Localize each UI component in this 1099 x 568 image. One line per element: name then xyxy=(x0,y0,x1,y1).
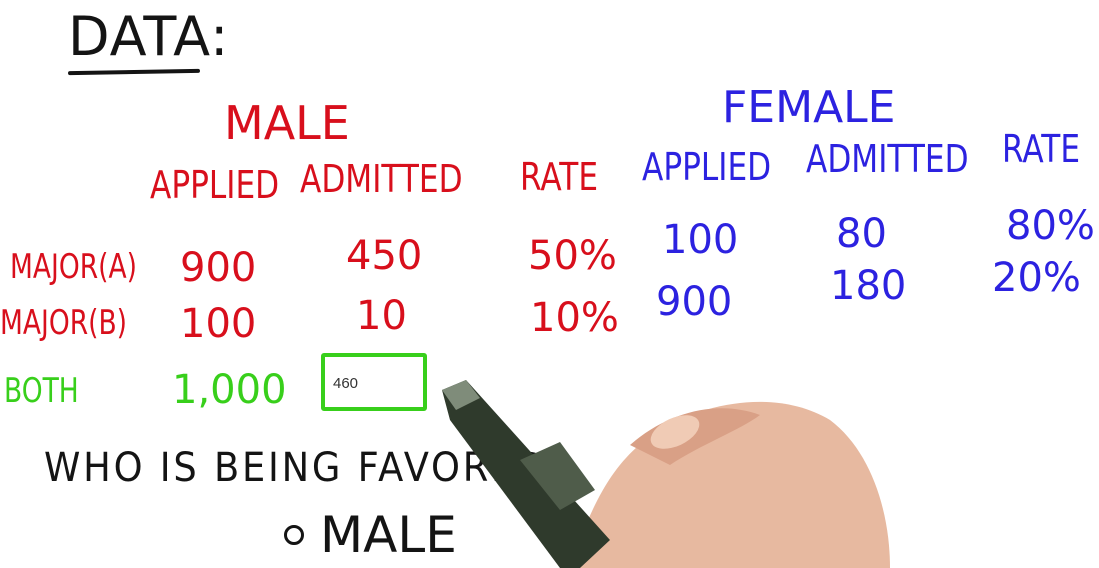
both-admitted-answer-box[interactable] xyxy=(321,353,427,411)
male-a-applied: 900 xyxy=(180,245,257,291)
female-rate-header: RATE xyxy=(1002,127,1081,171)
female-applied-header: APPLIED xyxy=(642,145,772,189)
row-label-both: BOTH xyxy=(4,371,79,411)
option-male-label: MALE xyxy=(320,506,457,564)
question-text: WHO IS BEING FAVORED xyxy=(44,445,549,491)
hand-holding-marker-icon xyxy=(442,380,890,568)
female-heading: FEMALE xyxy=(722,82,896,133)
both-admitted-input[interactable] xyxy=(333,371,421,395)
title-underline xyxy=(67,68,201,76)
female-a-applied: 100 xyxy=(662,217,739,263)
male-a-admitted: 450 xyxy=(346,233,423,279)
both-applied: 1,000 xyxy=(172,367,287,413)
row-label-major-a: MAJOR(A) xyxy=(10,247,137,287)
male-b-applied: 100 xyxy=(180,301,257,347)
male-b-admitted: 10 xyxy=(356,293,407,339)
radio-dot-icon[interactable] xyxy=(284,525,304,545)
female-b-admitted: 180 xyxy=(830,263,907,309)
male-b-rate: 10% xyxy=(530,295,619,341)
male-a-rate: 50% xyxy=(528,233,617,279)
row-label-major-b: MAJOR(B) xyxy=(0,303,128,343)
male-rate-header: RATE xyxy=(520,155,599,199)
page-title: DATA: xyxy=(68,5,230,68)
female-admitted-header: ADMITTED xyxy=(806,137,969,181)
option-male[interactable]: MALE xyxy=(284,510,457,560)
female-a-admitted: 80 xyxy=(836,211,887,257)
female-b-rate: 20% xyxy=(992,255,1081,301)
male-admitted-header: ADMITTED xyxy=(300,157,463,201)
female-a-rate: 80% xyxy=(1006,203,1095,249)
male-heading: MALE xyxy=(224,96,350,150)
male-applied-header: APPLIED xyxy=(150,163,280,207)
female-b-applied: 900 xyxy=(656,279,733,325)
